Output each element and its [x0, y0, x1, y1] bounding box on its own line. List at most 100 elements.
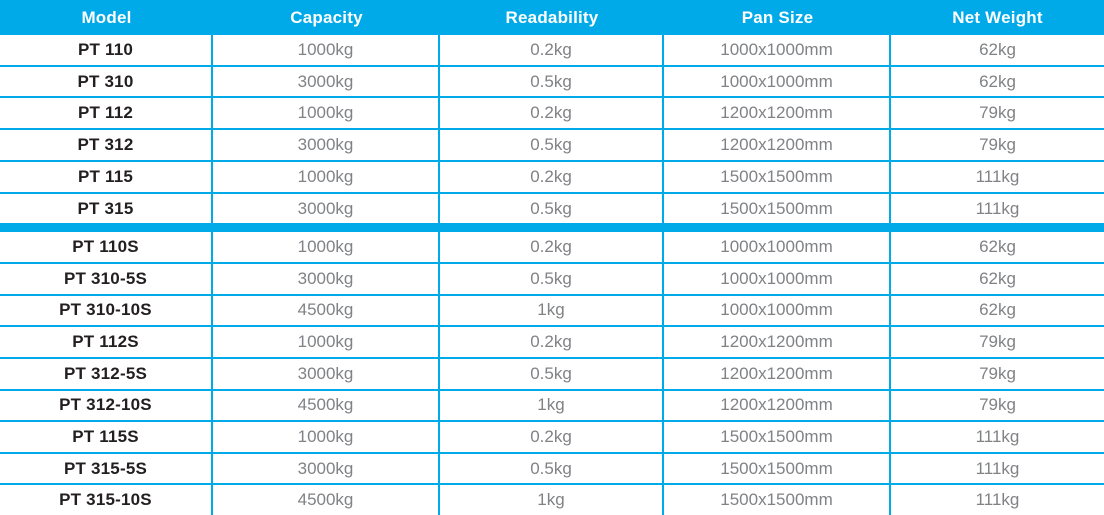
- pan-size-cell: 1500x1500mm: [664, 193, 891, 224]
- readability-cell: 0.5kg: [440, 453, 664, 484]
- table-row: PT 110 1000kg 0.2kg 1000x1000mm 62kg: [0, 35, 1104, 67]
- pan-size-cell: 1500x1500mm: [664, 422, 891, 452]
- net-weight-cell: 62kg: [979, 268, 1016, 288]
- net-weight-cell: 111kg: [975, 458, 1020, 478]
- net-weight-cell: 111kg: [975, 166, 1020, 186]
- net-weight-cell: 79kg: [979, 332, 1016, 352]
- net-weight-cell: 79kg: [979, 135, 1016, 155]
- capacity-cell: 4500kg: [213, 295, 440, 326]
- net-weight-cell: 111kg: [975, 198, 1020, 218]
- readability-cell: 1kg: [440, 295, 664, 326]
- capacity-cell: 3000kg: [213, 193, 440, 224]
- header-cell-readability: Readability: [505, 7, 599, 27]
- capacity-cell: 4500kg: [213, 390, 440, 421]
- readability-cell: 0.2kg: [440, 422, 664, 452]
- readability-cell: 0.2kg: [440, 327, 664, 357]
- capacity-cell: 1000kg: [213, 232, 440, 263]
- pan-size-cell: 1000x1000mm: [664, 295, 891, 326]
- table-row: PT 310 3000kg 0.5kg 1000x1000mm 62kg: [0, 66, 1104, 99]
- net-weight-cell: 111kg: [975, 490, 1020, 510]
- model-cell: PT 110: [0, 35, 213, 65]
- pan-size-cell: 1500x1500mm: [664, 161, 891, 192]
- readability-cell: 0.5kg: [440, 358, 664, 389]
- readability-cell: 0.2kg: [440, 161, 664, 192]
- model-cell: PT 315-10S: [0, 485, 213, 515]
- pan-size-cell: 1200x1200mm: [664, 98, 891, 129]
- model-cell: PT 312: [0, 130, 213, 160]
- model-cell: PT 312-10S: [0, 390, 213, 421]
- header-cell-capacity: Capacity: [290, 7, 363, 27]
- net-weight-cell: 79kg: [979, 363, 1016, 383]
- readability-cell: 0.5kg: [440, 264, 664, 294]
- net-weight-cell: 62kg: [979, 39, 1016, 59]
- table-row: PT 115S 1000kg 0.2kg 1500x1500mm 111kg: [0, 422, 1104, 454]
- pan-size-cell: 1200x1200mm: [664, 390, 891, 421]
- capacity-cell: 3000kg: [213, 66, 440, 97]
- header-cell-pan-size: Pan Size: [741, 7, 814, 27]
- model-cell: PT 310-5S: [0, 264, 213, 294]
- table-row: PT 310-5S 3000kg 0.5kg 1000x1000mm 62kg: [0, 264, 1104, 296]
- model-cell: PT 310: [0, 66, 213, 97]
- table-row: PT 315-5S 3000kg 0.5kg 1500x1500mm 111kg: [0, 453, 1104, 486]
- table-row: PT 315 3000kg 0.5kg 1500x1500mm 111kg: [0, 193, 1104, 224]
- pan-size-cell: 1200x1200mm: [664, 327, 891, 357]
- model-cell: PT 112S: [0, 327, 213, 357]
- header-cell-model: Model: [81, 7, 132, 27]
- net-weight-cell: 62kg: [979, 300, 1016, 320]
- readability-cell: 0.5kg: [440, 66, 664, 97]
- capacity-cell: 4500kg: [213, 485, 440, 515]
- table-row: PT 315-10S 4500kg 1kg 1500x1500mm 111kg: [0, 485, 1104, 515]
- net-weight-cell: 79kg: [979, 103, 1016, 123]
- capacity-cell: 1000kg: [213, 422, 440, 452]
- model-cell: PT 312-5S: [0, 358, 213, 389]
- section-divider: [0, 223, 1104, 233]
- readability-cell: 1kg: [440, 390, 664, 421]
- readability-cell: 0.2kg: [440, 98, 664, 129]
- model-cell: PT 115S: [0, 422, 213, 452]
- readability-cell: 0.5kg: [440, 130, 664, 160]
- pan-size-cell: 1500x1500mm: [664, 485, 891, 515]
- pan-size-cell: 1200x1200mm: [664, 358, 891, 389]
- table-row: PT 312 3000kg 0.5kg 1200x1200mm 79kg: [0, 130, 1104, 162]
- capacity-cell: 3000kg: [213, 264, 440, 294]
- net-weight-cell: 79kg: [979, 395, 1016, 415]
- model-cell: PT 115: [0, 161, 213, 192]
- table-section-s-series: PT 110S 1000kg 0.2kg 1000x1000mm 62kg PT…: [0, 232, 1104, 515]
- pan-size-cell: 1000x1000mm: [664, 35, 891, 65]
- readability-cell: 1kg: [440, 485, 664, 515]
- net-weight-cell: 111kg: [975, 426, 1020, 446]
- table-row: PT 312-5S 3000kg 0.5kg 1200x1200mm 79kg: [0, 358, 1104, 391]
- table-row: PT 112 1000kg 0.2kg 1200x1200mm 79kg: [0, 98, 1104, 131]
- model-cell: PT 315-5S: [0, 453, 213, 484]
- capacity-cell: 3000kg: [213, 130, 440, 160]
- pan-size-cell: 1200x1200mm: [664, 130, 891, 160]
- net-weight-cell: 62kg: [979, 237, 1016, 257]
- capacity-cell: 1000kg: [213, 35, 440, 65]
- table-row: PT 110S 1000kg 0.2kg 1000x1000mm 62kg: [0, 232, 1104, 265]
- model-cell: PT 110S: [0, 232, 213, 263]
- pan-size-cell: 1000x1000mm: [664, 264, 891, 294]
- table-row: PT 310-10S 4500kg 1kg 1000x1000mm 62kg: [0, 295, 1104, 328]
- table-header-row: Model Capacity Readability Pan Size Net …: [0, 0, 1104, 35]
- table-row: PT 312-10S 4500kg 1kg 1200x1200mm 79kg: [0, 390, 1104, 423]
- readability-cell: 0.5kg: [440, 193, 664, 224]
- capacity-cell: 3000kg: [213, 453, 440, 484]
- readability-cell: 0.2kg: [440, 35, 664, 65]
- model-cell: PT 112: [0, 98, 213, 129]
- capacity-cell: 3000kg: [213, 358, 440, 389]
- capacity-cell: 1000kg: [213, 98, 440, 129]
- pan-size-cell: 1000x1000mm: [664, 232, 891, 263]
- model-cell: PT 315: [0, 193, 213, 224]
- capacity-cell: 1000kg: [213, 161, 440, 192]
- pan-size-cell: 1000x1000mm: [664, 66, 891, 97]
- header-cell-net-weight: Net Weight: [952, 7, 1043, 27]
- table-row: PT 112S 1000kg 0.2kg 1200x1200mm 79kg: [0, 327, 1104, 359]
- table-row: PT 115 1000kg 0.2kg 1500x1500mm 111kg: [0, 161, 1104, 194]
- readability-cell: 0.2kg: [440, 232, 664, 263]
- capacity-cell: 1000kg: [213, 327, 440, 357]
- net-weight-cell: 62kg: [979, 71, 1016, 91]
- model-cell: PT 310-10S: [0, 295, 213, 326]
- pan-size-cell: 1500x1500mm: [664, 453, 891, 484]
- table-section-standard: PT 110 1000kg 0.2kg 1000x1000mm 62kg PT …: [0, 35, 1104, 224]
